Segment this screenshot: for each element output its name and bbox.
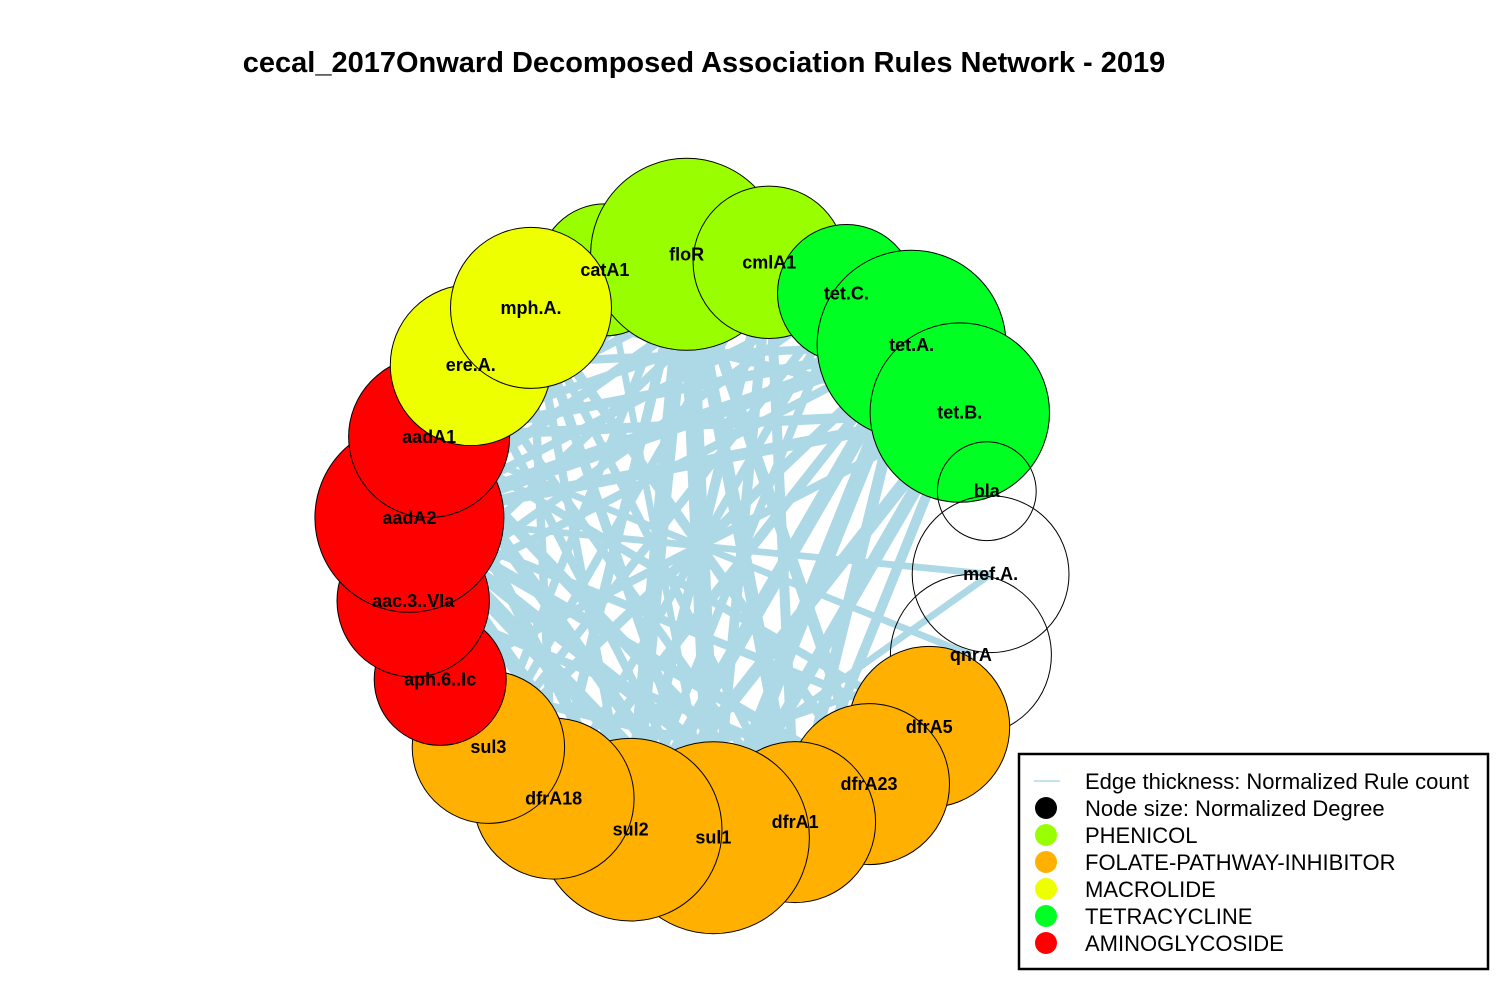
node-label-dfrA5: dfrA5 bbox=[906, 717, 953, 737]
node-mph.A. bbox=[450, 226, 612, 389]
node-label-aadA2: aadA2 bbox=[382, 508, 436, 528]
legend-box bbox=[1017, 752, 1490, 971]
node-label-catA1: catA1 bbox=[580, 260, 629, 280]
node-label-aac.3..VIa: aac.3..VIa bbox=[372, 591, 455, 611]
node-label-dfrA23: dfrA23 bbox=[840, 774, 897, 794]
legend-swatch-6 bbox=[1035, 932, 1057, 954]
legend-label-0: Edge thickness: Normalized Rule count bbox=[1085, 769, 1469, 794]
node-label-ere.A.: ere.A. bbox=[446, 355, 496, 375]
legend-label-4: MACROLIDE bbox=[1085, 877, 1216, 902]
node-label-mph.A.: mph.A. bbox=[501, 298, 562, 318]
legend-swatch-5 bbox=[1035, 905, 1057, 927]
edge-cmlA1-dfrA1 bbox=[764, 262, 801, 823]
node-label-aadA1: aadA1 bbox=[402, 427, 456, 447]
legend: Edge thickness: Normalized Rule countNod… bbox=[1017, 752, 1490, 971]
legend-label-1: Node size: Normalized Degree bbox=[1085, 796, 1385, 821]
node-label-sul1: sul1 bbox=[695, 828, 731, 848]
edge-tet.C.-dfrA18 bbox=[549, 291, 851, 801]
node-label-sul2: sul2 bbox=[613, 820, 649, 840]
node-label-tet.A.: tet.A. bbox=[889, 335, 934, 355]
node-label-dfrA18: dfrA18 bbox=[525, 789, 582, 809]
node-label-mef.A.: mef.A. bbox=[963, 564, 1018, 584]
legend-label-5: TETRACYCLINE bbox=[1085, 904, 1252, 929]
legend-swatch-2 bbox=[1035, 824, 1057, 846]
node-bla bbox=[936, 441, 1037, 542]
node-label-bla: bla bbox=[974, 481, 1001, 501]
node-label-qnrA: qnrA bbox=[950, 645, 992, 665]
legend-swatch-1 bbox=[1035, 797, 1057, 819]
legend-swatch-3 bbox=[1035, 851, 1057, 873]
legend-label-6: AMINOGLYCOSIDE bbox=[1085, 931, 1284, 956]
node-label-aph.6..Ic: aph.6..Ic bbox=[404, 669, 476, 689]
node-label-cmlA1: cmlA1 bbox=[742, 252, 796, 272]
nodes-layer bbox=[314, 157, 1070, 935]
node-label-sul3: sul3 bbox=[470, 737, 506, 757]
legend-label-3: FOLATE-PATHWAY-INHIBITOR bbox=[1085, 850, 1395, 875]
node-label-tet.B.: tet.B. bbox=[937, 403, 982, 423]
labels-layer: catA1 floR cmlA1 tet.C. tet.A. tet.B. bla mef.A… bbox=[372, 244, 1018, 847]
node-label-dfrA1: dfrA1 bbox=[772, 812, 819, 832]
node-mef.A. bbox=[911, 495, 1070, 654]
legend-swatch-4 bbox=[1035, 878, 1057, 900]
chart-title: cecal_2017Onward Decomposed Association … bbox=[243, 47, 1165, 79]
node-label-tet.C.: tet.C. bbox=[824, 283, 869, 303]
legend-label-2: PHENICOL bbox=[1085, 823, 1197, 848]
node-label-floR: floR bbox=[669, 244, 704, 264]
